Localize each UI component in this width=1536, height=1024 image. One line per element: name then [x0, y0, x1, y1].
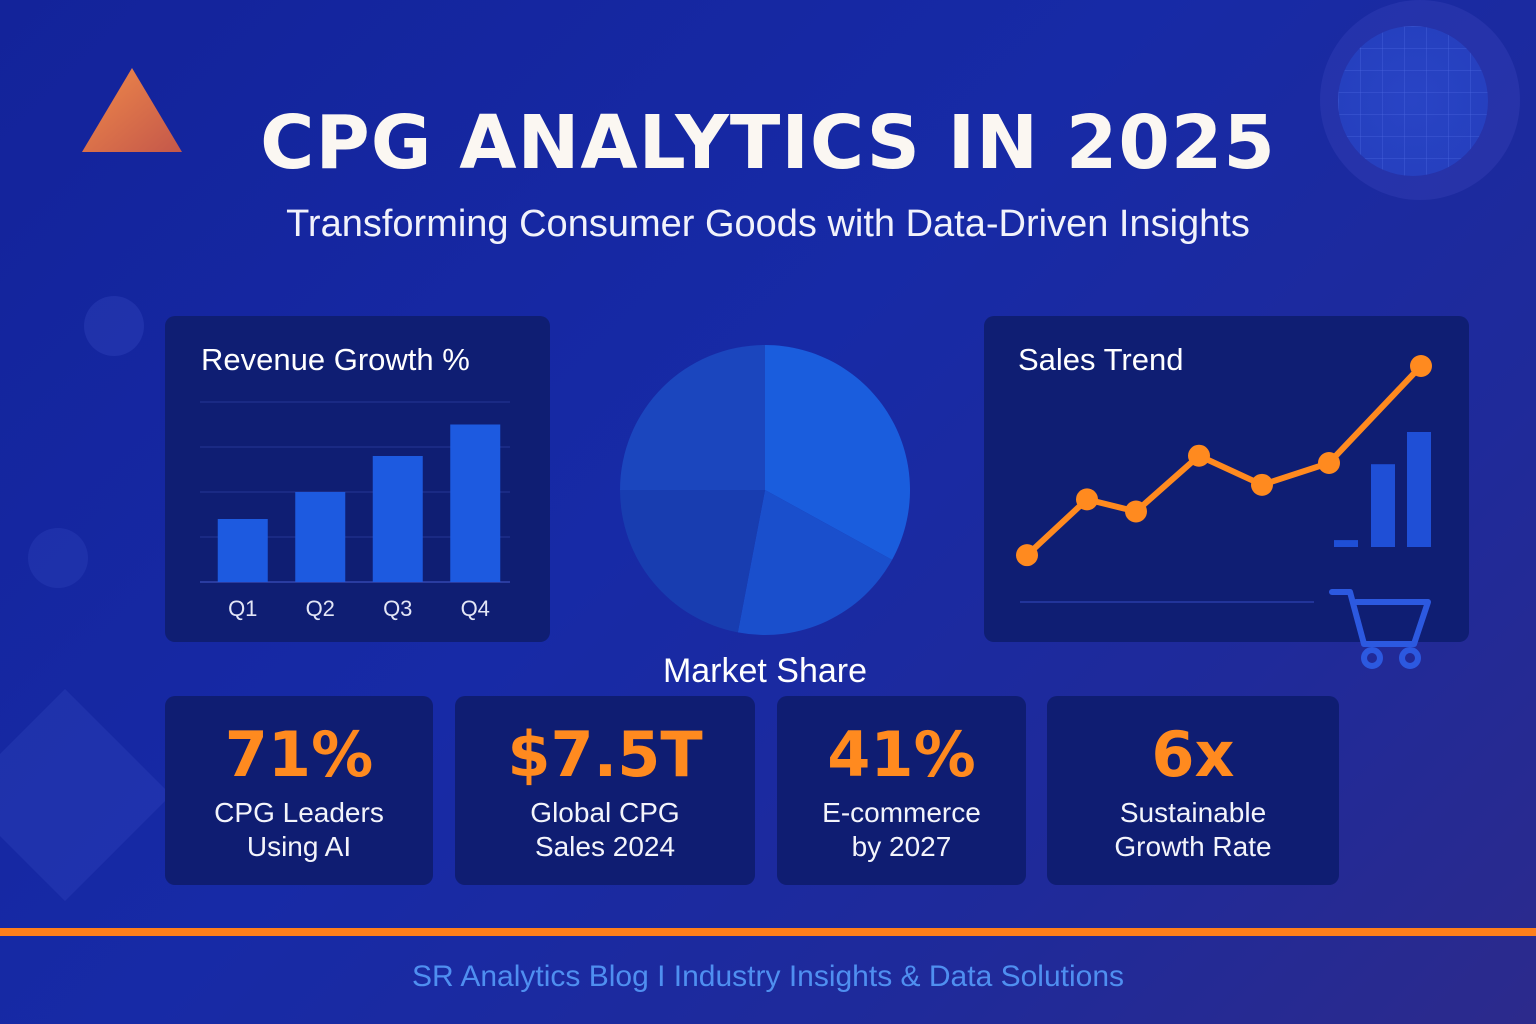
- page-title: CPG ANALYTICS IN 2025: [260, 100, 1276, 186]
- stat-card-ecommerce: 41% E-commerce by 2027: [777, 696, 1026, 885]
- stat-value: 41%: [827, 718, 976, 791]
- sales-trend-title: Sales Trend: [1018, 342, 1184, 377]
- x-tick-label: Q4: [461, 596, 490, 621]
- trend-point: [1188, 444, 1210, 467]
- sales-trend-line-chart: [1016, 355, 1432, 669]
- revenue-bar: [217, 519, 268, 582]
- triangle-icon: [82, 68, 182, 152]
- market-share-pie-chart: [620, 345, 910, 635]
- footer-divider: [0, 928, 1536, 936]
- x-tick-label: Q2: [306, 596, 335, 621]
- sales-trend-line: [1024, 363, 1424, 559]
- market-share-label: Market Share: [662, 652, 868, 690]
- stat-value: 6x: [1151, 718, 1235, 791]
- stat-card-ai-leaders: 71% CPG Leaders Using AI: [165, 696, 433, 885]
- decorative-diamond: [0, 688, 172, 902]
- stat-label: CPG Leaders Using AI: [165, 796, 433, 864]
- decorative-dot: [28, 528, 88, 588]
- revenue-growth-panel: Revenue Growth % Q1 Q2 Q3 Q4: [165, 316, 550, 642]
- stat-label-line: Sustainable: [1119, 797, 1267, 828]
- decorative-dot: [84, 296, 144, 356]
- mini-bar: [1334, 540, 1358, 547]
- pie-slice: [620, 345, 765, 490]
- trend-point: [1016, 544, 1038, 567]
- revenue-bar: [295, 492, 346, 582]
- stat-label-line: Global CPG: [530, 797, 680, 828]
- stat-label-line: Using AI: [246, 831, 352, 862]
- stat-label: E-commerce by 2027: [777, 796, 1026, 864]
- footer-text: SR Analytics Blog I Industry Insights & …: [411, 960, 1125, 993]
- stat-label: Global CPG Sales 2024: [455, 796, 755, 864]
- page-subtitle: Transforming Consumer Goods with Data-Dr…: [286, 203, 1250, 245]
- stat-label-line: Growth Rate: [1114, 831, 1272, 862]
- x-tick-label: Q3: [383, 596, 412, 621]
- revenue-bar-chart: Q1 Q2 Q3 Q4: [200, 401, 510, 621]
- decorative-grid-circle: [1338, 26, 1488, 176]
- trend-point: [1318, 452, 1340, 474]
- x-tick-label: Q1: [228, 596, 257, 621]
- pie-slice: [620, 490, 765, 633]
- trend-point: [1251, 473, 1273, 496]
- pie-slice: [765, 345, 910, 560]
- revenue-bar: [372, 456, 423, 582]
- stat-label: Sustainable Growth Rate: [1047, 796, 1339, 864]
- trend-point: [1410, 355, 1432, 377]
- stat-label-line: Sales 2024: [534, 831, 676, 862]
- revenue-bar: [450, 424, 501, 582]
- revenue-chart-title: Revenue Growth %: [201, 342, 470, 377]
- pie-slice: [737, 490, 893, 635]
- stat-label-line: CPG Leaders: [214, 797, 384, 828]
- shopping-cart-icon: [1329, 589, 1431, 669]
- stat-value: 71%: [224, 718, 374, 791]
- stat-label-line: by 2027: [851, 831, 952, 862]
- stat-label-line: E-commerce: [822, 797, 981, 828]
- trend-point: [1076, 488, 1098, 511]
- stat-value: $7.5T: [507, 718, 703, 791]
- mini-bar: [1407, 432, 1431, 547]
- stat-card-global-sales: $7.5T Global CPG Sales 2024: [455, 696, 755, 885]
- trend-point: [1125, 500, 1147, 523]
- mini-bar: [1371, 464, 1395, 547]
- stat-card-growth-rate: 6x Sustainable Growth Rate: [1047, 696, 1339, 885]
